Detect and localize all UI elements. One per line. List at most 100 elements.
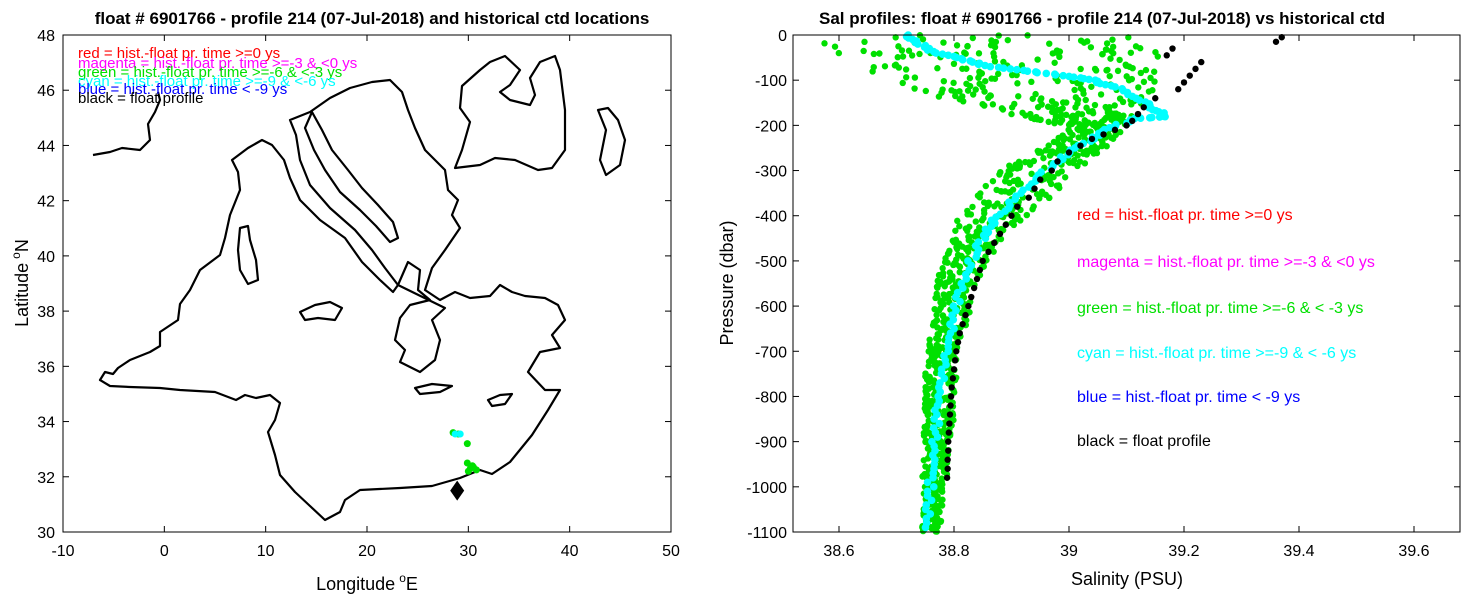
float-profile-point xyxy=(1134,110,1142,118)
green-historical-point xyxy=(999,106,1007,113)
map-y-axis-label: Latitude oN xyxy=(9,239,32,327)
map-x-tick-label: -10 xyxy=(51,543,74,560)
cyan-historical-point xyxy=(1145,114,1154,122)
green-historical-point xyxy=(1008,71,1016,79)
green-historical-point xyxy=(934,65,941,72)
green-historical-point xyxy=(996,171,1003,178)
green-historical-point xyxy=(935,336,942,343)
green-historical-point xyxy=(966,74,974,82)
map-y-tick-label: 46 xyxy=(37,83,55,100)
green-historical-point xyxy=(941,283,948,290)
green-historical-point xyxy=(1028,78,1035,86)
green-historical-point xyxy=(947,275,955,283)
float-profile-point xyxy=(1123,122,1130,129)
green-historical-point xyxy=(982,182,989,190)
map-legend-magenta: magenta = hist.-float pr. time >=-3 & <0… xyxy=(78,55,357,72)
green-historical-point xyxy=(937,497,945,504)
green-historical-point xyxy=(1006,162,1013,169)
map-y-tick-label: 44 xyxy=(37,138,55,155)
float-profile-point xyxy=(1152,95,1159,102)
float-profile-point xyxy=(951,357,959,364)
profile-y-tick-label: -500 xyxy=(755,254,787,271)
green-historical-point xyxy=(937,517,945,525)
cyan-historical-point xyxy=(981,234,990,243)
green-historical-point xyxy=(1054,170,1062,177)
green-historical-point xyxy=(928,351,935,359)
green-historical-point xyxy=(1107,55,1114,62)
profile-title: Sal profiles: float # 6901766 - profile … xyxy=(819,9,1385,28)
map-x-tick-label: 40 xyxy=(561,543,579,560)
coastline-northwest xyxy=(92,91,162,157)
cyan-historical-point xyxy=(1023,67,1032,75)
green-historical-point xyxy=(1046,152,1054,159)
green-historical-point xyxy=(953,244,960,251)
green-historical-point xyxy=(963,80,970,87)
map-x-axis-label-main: Longitude xyxy=(316,574,395,594)
green-historical-point xyxy=(1021,158,1029,166)
green-historical-point xyxy=(950,79,957,87)
green-historical-point xyxy=(960,98,967,105)
green-historical-point xyxy=(1111,102,1118,109)
profile-x-ticks: 38.6 38.8 39 39.2 39.4 39.6 xyxy=(823,35,1430,560)
float-profile-point xyxy=(959,320,966,328)
map-y-tick-label: 36 xyxy=(37,359,55,376)
green-historical-point xyxy=(969,34,977,42)
map-plot-frame xyxy=(62,34,672,533)
profile-x-tick-label: 39.4 xyxy=(1283,543,1314,560)
cyan-historical-point xyxy=(938,50,947,59)
float-profile-point xyxy=(996,230,1004,237)
green-historical-point xyxy=(932,491,939,499)
float-profile-point xyxy=(953,348,960,355)
green-historical-point xyxy=(1080,90,1087,97)
float-profile-point xyxy=(1180,79,1188,86)
float-profile-point xyxy=(949,375,957,382)
map-coastline xyxy=(92,54,627,522)
green-historical-point xyxy=(1092,123,1099,130)
float-profile-point xyxy=(970,284,978,292)
float-profile-point xyxy=(943,474,951,481)
map-x-axis-label-tail: E xyxy=(406,574,418,594)
green-historical-point xyxy=(990,50,997,57)
green-historical-point xyxy=(1074,79,1081,87)
green-historical-point xyxy=(1071,86,1078,94)
map-x-tick-label: 10 xyxy=(257,543,275,560)
float-profile-point xyxy=(1163,52,1170,59)
green-historical-point xyxy=(1140,78,1148,86)
green-historical-point xyxy=(1044,172,1051,179)
profile-y-tick-label: -200 xyxy=(755,118,787,135)
green-historical-point xyxy=(952,227,959,234)
cyan-historical-point xyxy=(1006,65,1015,73)
green-historical-point xyxy=(952,92,959,100)
profile-y-tick-label: -800 xyxy=(755,389,787,406)
cyan-historical-point xyxy=(923,46,932,54)
green-historical-point xyxy=(916,50,923,58)
green-historical-point xyxy=(1046,194,1053,202)
green-historical-point xyxy=(995,32,1002,39)
float-profile-point xyxy=(976,266,984,274)
green-historical-point xyxy=(1046,40,1053,47)
green-historical-point xyxy=(979,100,986,108)
green-historical-point xyxy=(876,50,883,57)
float-profile-point xyxy=(1111,126,1119,134)
cyan-historical-point xyxy=(1085,75,1093,84)
profile-y-tick-label: 0 xyxy=(778,28,787,45)
green-historical-point xyxy=(964,87,972,94)
map-x-tick-label: 50 xyxy=(662,543,680,560)
float-profile-point xyxy=(1031,185,1038,192)
green-historical-point xyxy=(1066,136,1074,143)
green-historical-point xyxy=(1104,66,1111,74)
profile-y-tick-label: -400 xyxy=(755,209,787,226)
green-historical-point xyxy=(1151,78,1158,85)
green-historical-point xyxy=(1069,118,1076,126)
green-historical-point xyxy=(944,259,951,266)
coastline-adriatic xyxy=(303,110,400,244)
cyan-historical-point xyxy=(921,523,930,532)
green-historical-point xyxy=(935,271,943,279)
map-y-tick-label: 32 xyxy=(37,470,55,487)
map-y-tick-label: 38 xyxy=(37,304,55,321)
green-historical-point xyxy=(1083,104,1090,111)
map-y-tick-label: 42 xyxy=(37,194,55,211)
map-legend-cyan: cyan = hist.-float pr. time >=-9 & <-6 y… xyxy=(78,73,336,90)
float-location-marker xyxy=(450,480,465,501)
float-profile-point xyxy=(948,384,955,391)
